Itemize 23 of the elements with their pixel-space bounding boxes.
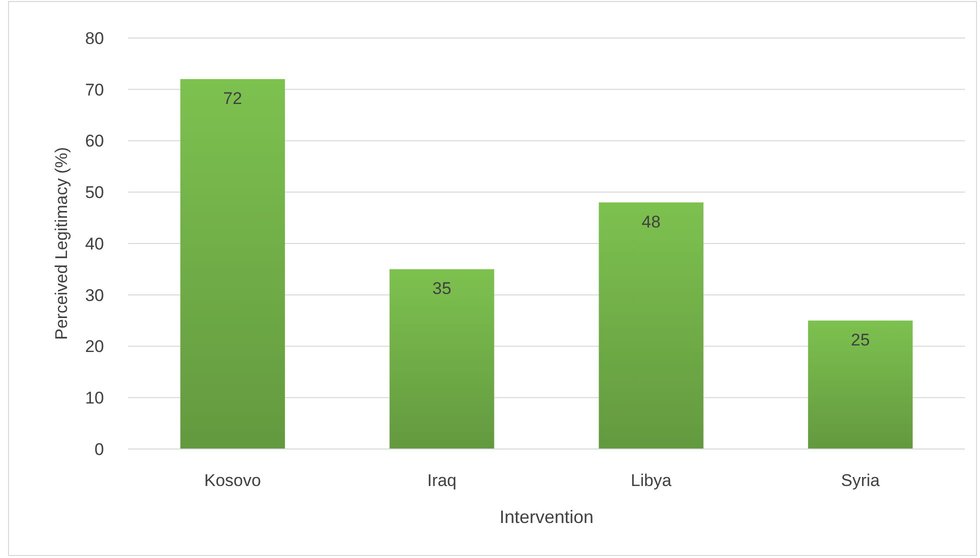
x-tick-label: Libya [630,471,672,490]
x-tick-label: Iraq [427,471,457,490]
x-tick-label: Kosovo [204,471,261,490]
data-label: 72 [223,89,242,108]
y-tick-label: 10 [85,388,104,408]
bar [390,269,494,449]
y-tick-label: 0 [94,440,104,459]
bar [808,320,913,449]
y-tick-label: 70 [85,80,104,100]
x-tick-label: Syria [841,471,880,490]
y-axis-title: Perceived Legitimacy (%) [52,147,71,340]
bar [180,79,285,449]
data-label: 48 [642,212,661,232]
y-tick-label: 40 [85,234,104,254]
y-tick-label: 30 [85,286,104,305]
bar [598,202,704,449]
x-axis-title: Intervention [499,507,594,527]
y-tick-label: 50 [85,183,104,202]
data-label: 25 [850,330,870,350]
y-tick-label: 60 [85,132,104,151]
y-tick-label: 20 [85,337,104,356]
y-tick-label: 80 [85,28,104,48]
data-label: 35 [432,279,452,298]
